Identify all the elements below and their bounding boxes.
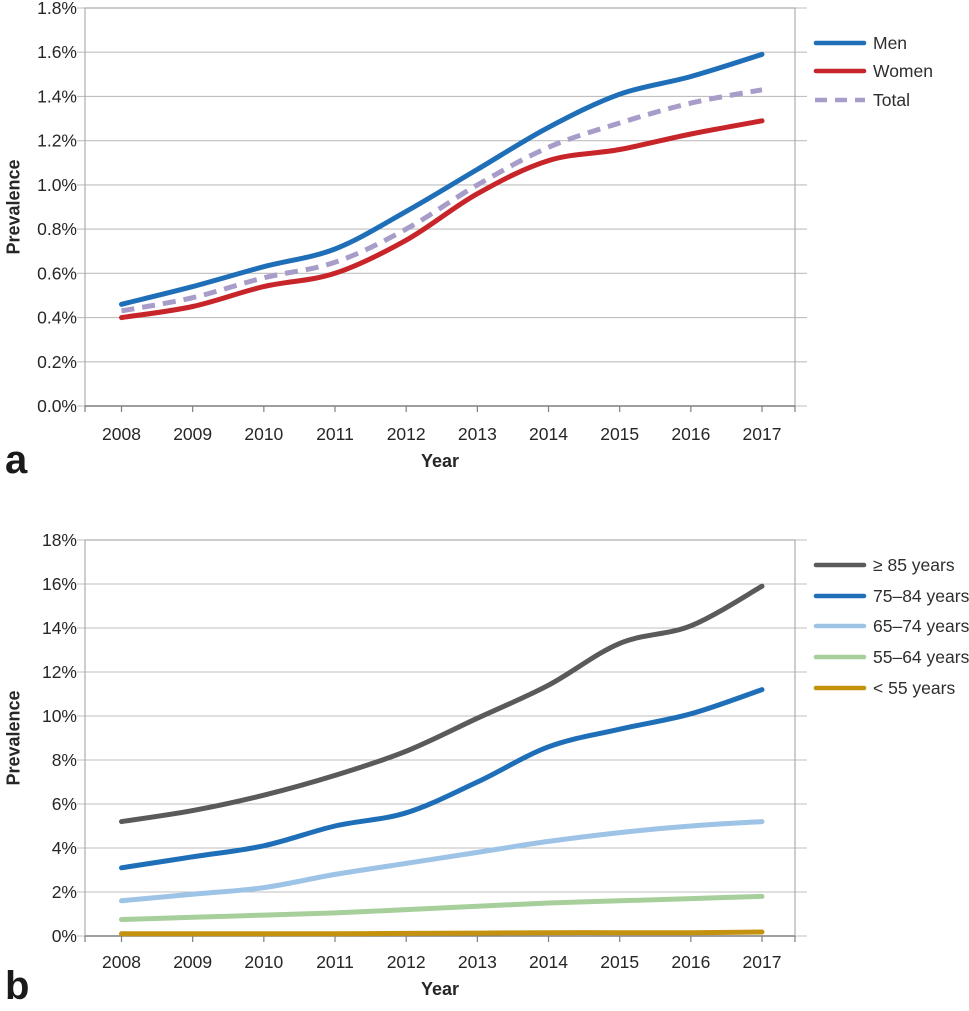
x-tick-label: 2012 [387, 952, 426, 972]
y-tick-label: 0.8% [37, 219, 77, 239]
x-tick-label: 2009 [173, 952, 212, 972]
y-tick-label: 18% [42, 530, 77, 550]
y-tick-label: 16% [42, 574, 77, 594]
series-line-75-84-years [119, 687, 765, 871]
legend-label: 65–74 years [873, 615, 969, 636]
legend-label: 55–64 years [873, 646, 969, 667]
y-tick-label: 14% [42, 618, 77, 638]
x-tick-label: 2013 [458, 424, 497, 444]
x-tick-label: 2008 [102, 424, 141, 444]
x-tick-label: 2012 [387, 424, 426, 444]
x-tick-label: 2016 [671, 424, 710, 444]
legend-item-lt55: < 55 years [813, 678, 955, 698]
series-line-65-74-years [119, 819, 765, 904]
legend-line-total [815, 97, 865, 103]
y-tick-label: 6% [52, 794, 77, 814]
series-line-men [119, 51, 765, 307]
x-tick-label: 2015 [600, 952, 639, 972]
y-tick-label: 0% [52, 926, 77, 946]
legend-item-55-64: 55–64 years [813, 647, 969, 667]
series-line-55-64-years [119, 893, 765, 922]
panel-label-b: b [5, 964, 30, 1008]
x-tick-label: 2011 [316, 952, 354, 972]
series-line-85-years [119, 583, 765, 825]
legend-label: < 55 years [873, 677, 956, 698]
x-tick-label: 2014 [529, 952, 568, 972]
y-tick-label: 1.0% [37, 175, 77, 195]
y-tick-label: 0.0% [37, 396, 77, 416]
series-line-total [121, 87, 763, 314]
y-tick-label: 0.2% [37, 352, 77, 372]
legend-item-75-84: 75–84 years [813, 586, 969, 606]
legend-item-total: Total [813, 90, 910, 110]
x-tick-label: 2013 [458, 952, 497, 972]
x-axis-title-b: Year [420, 979, 460, 999]
y-axis-title-text: Prevalence [3, 159, 24, 255]
legend-item-women: Women [813, 61, 933, 81]
legend-line-55-64 [813, 654, 867, 660]
x-tick-label: 2014 [529, 424, 568, 444]
legend-label: Women [873, 60, 933, 81]
legend-line-lt55 [813, 685, 867, 691]
legend-line-women [813, 68, 867, 74]
y-tick-label: 1.4% [37, 86, 77, 106]
x-tick-label: 2011 [316, 424, 354, 444]
x-tick-label: 2016 [671, 952, 710, 972]
y-tick-label: 0.6% [37, 263, 77, 283]
legend-line-75-84 [813, 593, 867, 599]
y-tick-label: 10% [42, 706, 77, 726]
y-axis-title-text: Prevalence [3, 690, 24, 786]
plot-border [84, 7, 796, 406]
x-tick-label: 2009 [173, 424, 212, 444]
y-tick-label: 1.6% [37, 42, 77, 62]
plot-border [84, 539, 796, 936]
legend-line-men [813, 40, 867, 46]
legend-label: Total [873, 89, 910, 110]
y-tick-label: 1.8% [37, 0, 77, 18]
x-tick-label: 2015 [600, 424, 639, 444]
legend-label: 75–84 years [873, 585, 969, 606]
y-tick-label: 1.2% [37, 131, 77, 151]
series-line-women [119, 118, 765, 321]
x-tick-label: 2017 [743, 424, 782, 444]
legend-item-65-74: 65–74 years [813, 616, 969, 636]
legend-label: ≥ 85 years [873, 554, 955, 575]
legend-item-men: Men [813, 33, 907, 53]
y-tick-label: 12% [42, 662, 77, 682]
legend-line-ge85 [813, 562, 867, 568]
y-tick-label: 2% [52, 882, 77, 902]
x-tick-label: 2010 [244, 952, 283, 972]
series-line-55-years [119, 929, 765, 937]
y-tick-label: 0.4% [37, 308, 77, 328]
x-tick-label: 2010 [244, 424, 283, 444]
legend-label: Men [873, 32, 908, 53]
panel-label-a: a [5, 438, 28, 482]
y-tick-label: 8% [52, 750, 77, 770]
legend-item-ge85: ≥ 85 years [813, 555, 955, 575]
x-tick-label: 2017 [743, 952, 782, 972]
legend-line-65-74 [813, 623, 867, 629]
x-axis-title-a: Year [420, 451, 460, 471]
y-tick-label: 4% [52, 838, 77, 858]
x-tick-label: 2008 [102, 952, 141, 972]
